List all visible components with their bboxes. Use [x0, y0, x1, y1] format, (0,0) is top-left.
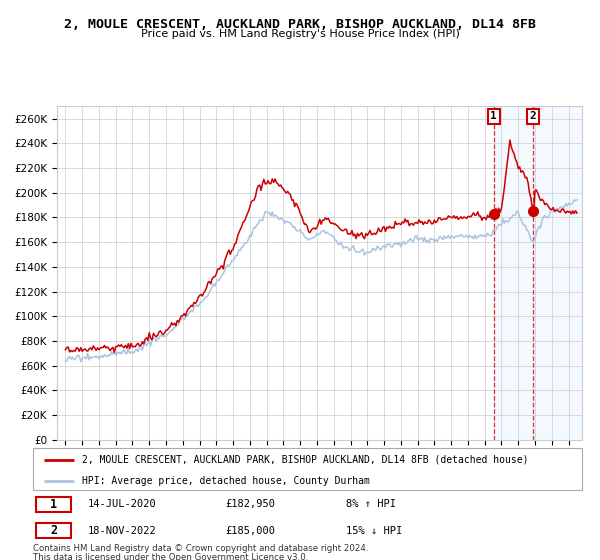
Text: 15% ↓ HPI: 15% ↓ HPI — [346, 526, 402, 536]
Text: 8% ↑ HPI: 8% ↑ HPI — [346, 499, 396, 509]
Text: Price paid vs. HM Land Registry's House Price Index (HPI): Price paid vs. HM Land Registry's House … — [140, 29, 460, 39]
Text: Contains HM Land Registry data © Crown copyright and database right 2024.: Contains HM Land Registry data © Crown c… — [33, 544, 368, 553]
Text: 18-NOV-2022: 18-NOV-2022 — [88, 526, 157, 536]
Text: 2: 2 — [530, 111, 536, 122]
Text: 1: 1 — [490, 111, 497, 122]
Bar — [494, 106, 582, 440]
Text: 14-JUL-2020: 14-JUL-2020 — [88, 499, 157, 509]
Text: £185,000: £185,000 — [225, 526, 275, 536]
Text: HPI: Average price, detached house, County Durham: HPI: Average price, detached house, Coun… — [82, 476, 370, 486]
Text: This data is licensed under the Open Government Licence v3.0.: This data is licensed under the Open Gov… — [33, 553, 308, 560]
Text: 2: 2 — [50, 524, 58, 537]
Text: 2, MOULE CRESCENT, AUCKLAND PARK, BISHOP AUCKLAND, DL14 8FB (detached house): 2, MOULE CRESCENT, AUCKLAND PARK, BISHOP… — [82, 455, 529, 465]
Text: £182,950: £182,950 — [225, 499, 275, 509]
Bar — [36, 524, 71, 538]
Text: 1: 1 — [50, 498, 58, 511]
Text: 2, MOULE CRESCENT, AUCKLAND PARK, BISHOP AUCKLAND, DL14 8FB: 2, MOULE CRESCENT, AUCKLAND PARK, BISHOP… — [64, 18, 536, 31]
Bar — [36, 497, 71, 511]
